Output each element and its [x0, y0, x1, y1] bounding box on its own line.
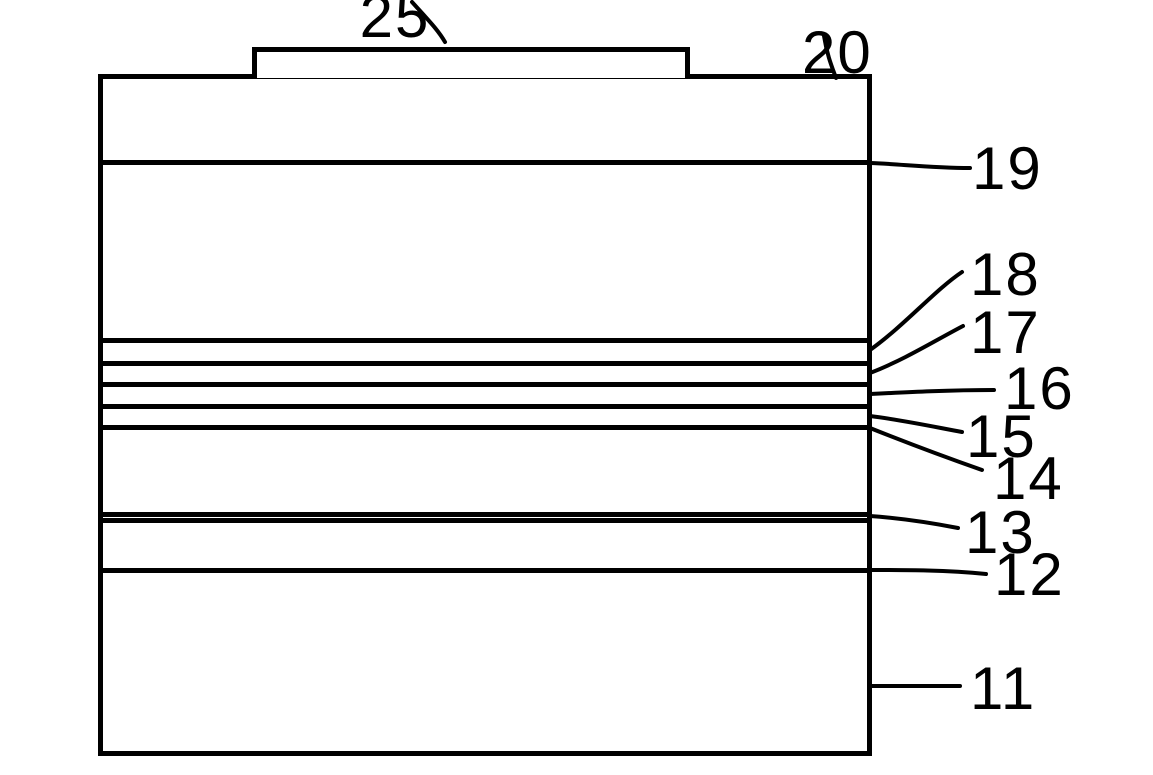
layer-divider	[103, 338, 867, 343]
layer-divider	[103, 518, 867, 523]
leader-16	[870, 390, 994, 394]
leader-15	[870, 416, 962, 432]
layer-divider	[103, 160, 867, 165]
leader-19	[870, 163, 970, 168]
diagram-canvas: 2520191817161514131211	[0, 0, 1153, 775]
label-20: 20	[802, 18, 873, 87]
layer-divider	[103, 425, 867, 430]
label-19: 19	[972, 134, 1043, 203]
leader-13	[870, 516, 958, 528]
layer-divider	[103, 404, 867, 409]
leader-12	[870, 570, 986, 574]
leader-17	[870, 326, 963, 373]
label-12: 12	[994, 540, 1065, 609]
layer-divider	[103, 382, 867, 387]
label-25: 25	[360, 0, 431, 51]
layer-divider	[103, 512, 867, 517]
leader-18	[870, 272, 962, 350]
label-11: 11	[970, 654, 1036, 723]
layer-divider	[103, 361, 867, 366]
layer-divider	[103, 568, 867, 573]
